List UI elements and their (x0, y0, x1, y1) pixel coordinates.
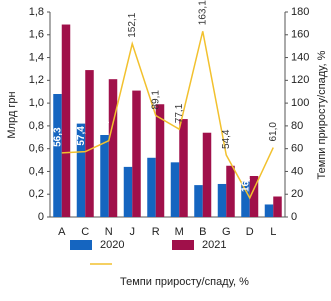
bar (147, 157, 156, 217)
bar (155, 104, 165, 217)
value-label: 54,4 (221, 129, 232, 149)
bar (264, 204, 274, 217)
value-label: 163,1 (197, 0, 208, 25)
x-tick-label: D (246, 226, 254, 238)
value-label: 57,4 (76, 126, 87, 146)
bar (179, 119, 188, 217)
y-axis-title: Млрд грн (6, 91, 18, 138)
x-tick-label: B (199, 226, 206, 238)
value-label: 61,0 (268, 122, 279, 142)
y-tick-label: 0 (38, 211, 44, 223)
value-label: 77,1 (174, 103, 185, 123)
bar (241, 181, 250, 217)
legend-label: Темпи приросту/спаду, % (120, 276, 249, 288)
y-tick-label: 0,2 (29, 188, 44, 200)
y2-tick-label: 0 (291, 211, 297, 223)
x-tick-label: C (81, 226, 89, 238)
value-label: 16,7 (240, 172, 251, 192)
bar (123, 166, 133, 217)
value-label: 56,3 (52, 127, 63, 147)
bar (273, 196, 282, 217)
y-tick-label: 1,0 (29, 97, 44, 109)
y-tick-label: 0,4 (29, 165, 44, 177)
y-tick-label: 1,6 (29, 29, 44, 41)
legend-swatch (70, 240, 92, 250)
bar (100, 135, 109, 217)
value-label: 89,1 (150, 90, 161, 110)
y2-tick-label: 120 (291, 74, 309, 86)
bar (61, 24, 71, 218)
value-label: 152,1 (127, 12, 138, 37)
y-tick-label: 1,2 (29, 74, 44, 86)
bar (53, 94, 62, 217)
bar (202, 132, 212, 217)
y-tick-label: 0,6 (29, 143, 44, 155)
legend-label: 2020 (100, 239, 124, 251)
y2-tick-label: 60 (291, 143, 303, 155)
y2-tick-label: 80 (291, 120, 303, 132)
y2-tick-label: 180 (291, 6, 309, 18)
bar (226, 165, 235, 217)
line (61, 31, 274, 200)
x-tick-label: N (105, 226, 113, 238)
legend-label: 2021 (202, 239, 226, 251)
x-tick-label: A (58, 226, 66, 238)
bar (85, 70, 94, 217)
y2-tick-label: 100 (291, 97, 309, 109)
y2-tick-label: 160 (291, 29, 309, 41)
bar (249, 176, 259, 217)
bar (217, 183, 227, 217)
y2-axis-title: Темпи приросту/спаду, % (316, 50, 328, 179)
bar (170, 162, 180, 217)
bar (132, 90, 141, 217)
bar (76, 123, 86, 217)
x-tick-label: G (222, 226, 231, 238)
bar (108, 79, 118, 217)
y-tick-label: 1,4 (29, 51, 44, 63)
x-tick-label: J (130, 226, 136, 238)
y-tick-label: 1,8 (29, 6, 44, 18)
y2-tick-label: 40 (291, 165, 303, 177)
x-tick-label: M (175, 226, 184, 238)
x-tick-label: L (270, 226, 276, 238)
y2-tick-label: 140 (291, 51, 309, 63)
y-tick-label: 0,8 (29, 120, 44, 132)
x-tick-label: R (152, 226, 160, 238)
bar (194, 185, 203, 217)
value-label: 67,0 (99, 115, 110, 135)
legend-swatch (172, 240, 194, 250)
y2-tick-label: 20 (291, 188, 303, 200)
